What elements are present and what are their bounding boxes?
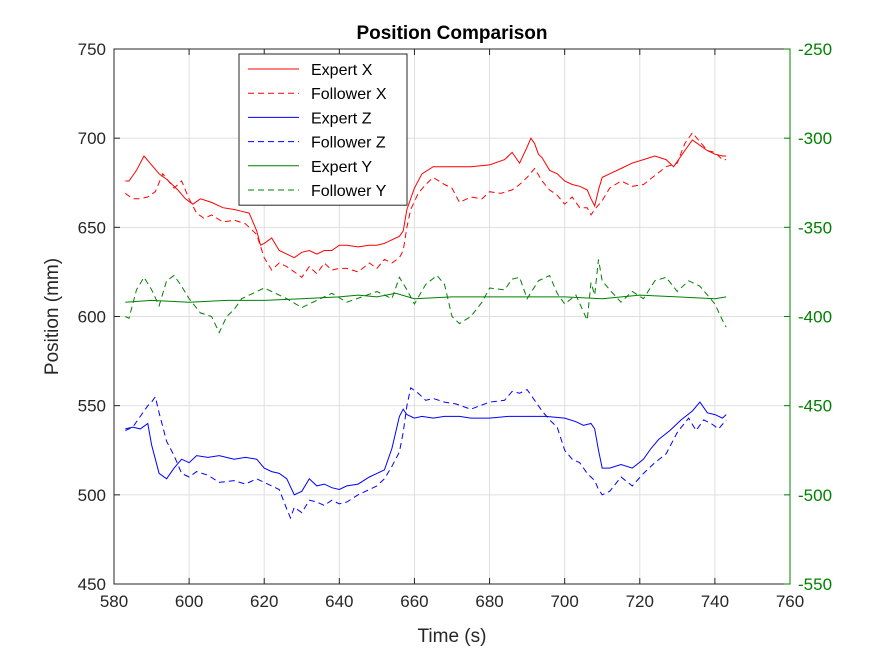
y-tick-label: 650 — [78, 218, 106, 237]
y-right-tick-label: -350 — [798, 218, 832, 237]
x-axis-label: Time (s) — [418, 626, 487, 647]
legend: Expert X Follower X Expert Z Follower Z Expe… — [238, 53, 408, 206]
x-tick-label: 580 — [100, 592, 128, 611]
series-line-expert-y — [125, 292, 727, 303]
x-tick-label: 740 — [701, 592, 729, 611]
x-tick-label: 720 — [626, 592, 654, 611]
y-tick-label: 750 — [78, 40, 106, 59]
legend-entry-label: Follower Y — [311, 183, 387, 200]
y-right-tick-label: -300 — [798, 129, 832, 148]
y-tick-label: 700 — [78, 129, 106, 148]
y-right-tick-label: -250 — [798, 40, 832, 59]
legend-box — [238, 53, 408, 206]
y-right-tick-label: -450 — [798, 397, 832, 416]
legend-entry-label: Expert X — [311, 62, 373, 79]
y-right-tick-label: -500 — [798, 486, 832, 505]
chart-title: Position Comparison — [356, 23, 547, 44]
x-tick-label: 700 — [550, 592, 578, 611]
y-tick-label: 450 — [78, 575, 106, 594]
series-line-expert-z — [125, 401, 727, 496]
x-tick-label: 760 — [776, 592, 804, 611]
y-tick-label: 500 — [78, 486, 106, 505]
legend-entry-label: Expert Y — [311, 159, 372, 176]
legend-entry-label: Expert Z — [311, 110, 372, 127]
series-line-follower-x — [125, 131, 727, 279]
y-right-tick-label: -550 — [798, 575, 832, 594]
legend-entry-label: Follower Z — [311, 135, 386, 152]
x-tick-label: 660 — [400, 592, 428, 611]
y-axis-label: Position (mm) — [42, 258, 63, 375]
y-right-tick-label: -400 — [798, 308, 832, 327]
x-tick-label: 600 — [175, 592, 203, 611]
y-tick-label: 600 — [78, 308, 106, 327]
series-layer — [125, 131, 727, 520]
series-line-follower-y — [125, 259, 727, 334]
legend-entry-label: Follower X — [311, 86, 387, 103]
series-line-expert-x — [125, 137, 727, 259]
axis-ticks: 580 600 620 640 660 680 700 720 740 760 450 500 550 6… — [78, 40, 832, 611]
x-tick-label: 620 — [250, 592, 278, 611]
series-line-follower-z — [125, 386, 727, 520]
x-tick-label: 640 — [325, 592, 353, 611]
y-tick-label: 550 — [78, 397, 106, 416]
x-tick-label: 680 — [475, 592, 503, 611]
